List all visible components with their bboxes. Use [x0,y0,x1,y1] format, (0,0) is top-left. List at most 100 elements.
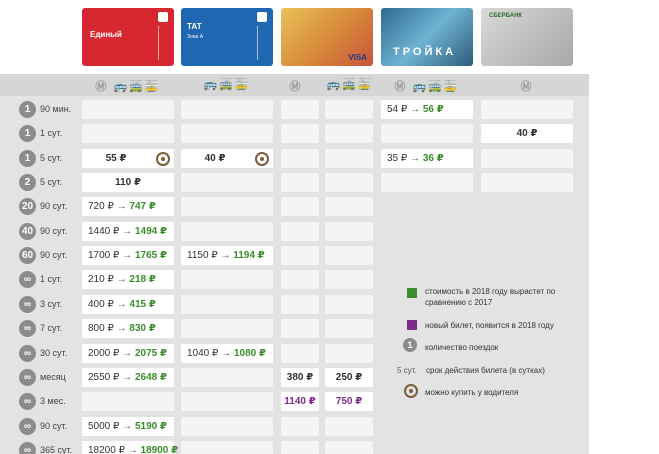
fare-table-header: Ⓜ 🚌🚎🚋 🚌🚎🚋 Ⓜ 🚌🚎🚋 Ⓜ 🚌🚎🚋 Ⓜ [0,74,589,96]
price-cell [325,343,373,363]
price-2018: 415 ₽ [129,298,156,310]
price-cell [281,148,319,168]
arrow-icon: → [122,347,133,359]
price-cell [281,173,319,193]
col-header-metro: Ⓜ [289,81,303,93]
trip-count-badge: 1 [19,101,36,118]
trip-count-badge-icon: 1 [403,338,417,352]
validity-period: 5 сут. [40,177,63,188]
price-cell [325,440,373,454]
validity-period: 30 сут. [40,347,68,358]
validity-period: 90 сут. [40,225,68,236]
validity-period: 90 мин. [40,104,72,114]
price-cell [325,197,373,217]
fare-row: 40 90 сут. 1440 ₽ → 1494 ₽ [0,220,589,243]
fare-row: 1 1 сут. 40 ₽ [0,122,589,145]
price-2018: 1080 ₽ [233,347,266,359]
price-cell [481,173,573,193]
arrow-icon: → [116,274,127,286]
legend-item-trips: 1 количество поездок [380,338,589,356]
price-change: 2550 ₽ → 2648 ₽ [88,372,167,383]
price-cell [325,294,373,314]
trip-count-badge: 1 [19,125,36,143]
price-change: 18200 ₽ → 18900 ₽ [88,445,178,454]
price-change: 1440 ₽ → 1494 ₽ [88,226,167,237]
fare-row: 1 5 сут. 55 ₽ 40 ₽ 35 ₽ → 36 ₽ [0,147,589,170]
trip-count-badge: 60 [19,247,36,265]
arrow-icon: → [122,250,133,262]
price-2017: 2550 ₽ [88,371,120,383]
price-2018: 18900 ₽ [140,444,179,454]
price-2017: 720 ₽ [88,201,114,213]
price-2018: 36 ₽ [422,152,444,164]
price-2017: 1700 ₽ [88,250,120,262]
price-2018: 1194 ₽ [233,250,265,262]
validity-period: 365 сут. [40,444,73,454]
price-cell [281,197,319,217]
validity-period: 90 сут. [40,420,68,431]
price-change: 400 ₽ → 415 ₽ [88,299,156,310]
price-change: 1040 ₽ → 1080 ₽ [187,348,266,359]
fare-row: 20 90 сут. 720 ₽ → 747 ₽ [0,195,589,218]
price-cell [181,100,273,119]
price-value: 40 ₽ [204,152,226,164]
price-cell: 18200 ₽ → 18900 ₽ [82,440,178,454]
price-cell [481,100,573,119]
validity-period: месяц [40,371,66,382]
trip-count-badge: 2 [19,174,36,192]
price-change: 720 ₽ → 747 ₽ [88,201,156,212]
price-2018: 1765 ₽ [134,250,167,262]
arrow-icon: → [410,104,421,115]
arrow-icon: → [127,444,138,454]
price-cell: 1150 ₽ → 1194 ₽ [181,246,273,266]
legend: стоимость в 2018 году вырастет по сравне… [380,268,589,454]
fare-row: ∞ месяц 2550 ₽ → 2648 ₽ 380 ₽ 250 ₽ [0,366,589,389]
card-edinyi: Единый [82,8,174,66]
validity-period: 1 сут. [40,274,63,285]
price-cell: 1140 ₽ [281,392,319,412]
arrow-icon: → [122,225,133,237]
legend-item-purple: новый билет, появится в 2018 году [380,320,589,332]
price-cell [325,221,373,241]
trip-count-badge: 1 [19,149,36,167]
legend-period-sample: 5 сут. [397,366,417,375]
steering-wheel-icon [255,151,269,166]
price-2017: 400 ₽ [88,298,114,310]
price-cell [181,294,273,314]
price-cell [181,270,273,290]
price-cell [82,100,174,119]
price-2018: 1494 ₽ [134,225,167,237]
price-cell: 250 ₽ [325,367,373,387]
price-cell [281,416,319,436]
price-cell: 1700 ₽ → 1765 ₽ [82,246,174,266]
price-cell [281,246,319,266]
price-2017: 210 ₽ [88,274,114,286]
price-cell [325,100,373,119]
price-cell [281,343,319,363]
card-sberbank-label: СБЕРБАНК [489,13,523,19]
price-cell [281,319,319,339]
purple-swatch [407,320,417,330]
price-2017: 2000 ₽ [88,347,120,359]
metro-logo-icon [257,12,267,22]
arrow-icon: → [221,347,232,359]
validity-period: 1 сут. [40,128,63,139]
arrow-icon: → [116,323,127,335]
price-cell [325,173,373,193]
validity-period: 5 сут. [40,152,63,163]
col-header-bank: Ⓜ [520,81,534,93]
validity-period: 7 сут. [40,323,63,334]
green-swatch [407,288,417,298]
price-change: 2000 ₽ → 2075 ₽ [88,348,167,359]
fare-row: ∞ 3 сут. 400 ₽ → 415 ₽ [0,293,589,316]
price-2017: 54 ₽ [387,104,408,115]
price-value: 1140 ₽ [284,396,316,408]
legend-item-green: стоимость в 2018 году вырастет по сравне… [380,286,589,310]
price-2017: 800 ₽ [88,323,114,335]
price-cell [325,270,373,290]
price-2017: 35 ₽ [387,152,408,164]
price-value: 380 ₽ [286,371,314,383]
price-cell [325,124,373,144]
price-cell [281,294,319,314]
price-change: 210 ₽ → 218 ₽ [88,274,156,285]
